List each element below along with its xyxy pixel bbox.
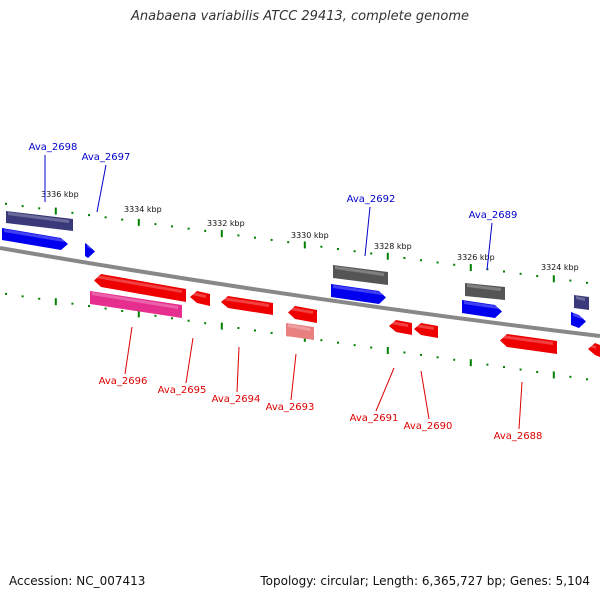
callout-line-ava_2695 bbox=[185, 337, 194, 384]
callout-line-ava_2693 bbox=[290, 353, 297, 401]
gene-box-ava-2698-shade bbox=[8, 212, 69, 223]
cds-arrow-ava-2692 bbox=[331, 284, 386, 304]
scale-tick-labels: 3336 kbp 3334 kbp 3332 kbp 3330 kbp 3328 kbp… bbox=[41, 190, 579, 272]
gene-box-edge bbox=[574, 295, 589, 310]
gene-label-ava_2698: Ava_2698 bbox=[29, 142, 78, 153]
cds-arrow-ava-2693-shade bbox=[290, 307, 313, 314]
cds-arrow-ava-2698 bbox=[2, 228, 68, 250]
cds-arrow-ava-2692-shade bbox=[333, 285, 382, 295]
callout-line-ava_2694 bbox=[236, 346, 240, 393]
scale-tick-label: 3332 kbp bbox=[207, 219, 245, 228]
gene-box-ava-2696 bbox=[90, 291, 182, 318]
scale-tick-label: 3328 kbp bbox=[374, 242, 412, 251]
gene-label-ava_2695: Ava_2695 bbox=[158, 385, 207, 396]
gene-label-ava_2693: Ava_2693 bbox=[266, 402, 315, 413]
cds-arrow-ava-2691-shade bbox=[391, 321, 408, 327]
gene-box-ava-2696-shade bbox=[92, 292, 178, 309]
gene-box-edge-shade bbox=[576, 296, 585, 301]
cds-arrow-ava-2691 bbox=[389, 320, 412, 335]
gene-box-ava-2693-shade bbox=[288, 324, 310, 331]
gene-label-ava_2697: Ava_2697 bbox=[82, 152, 131, 163]
gene-label-ava_2688: Ava_2688 bbox=[494, 431, 543, 442]
callout-line-ava_2689 bbox=[486, 222, 493, 271]
scale-tick-label: 3336 kbp bbox=[41, 190, 79, 199]
scale-tick-label: 3326 kbp bbox=[457, 253, 495, 262]
cds-arrow-edge-2 bbox=[588, 343, 600, 357]
gene-box-ava-2692-shade bbox=[335, 266, 384, 276]
gene-label-ava_2692: Ava_2692 bbox=[347, 194, 396, 205]
cds-arrow-ava-2694 bbox=[221, 296, 273, 315]
gene-box-ava-2689-shade bbox=[467, 284, 501, 291]
gene-label-ava_2694: Ava_2694 bbox=[212, 394, 261, 405]
cds-arrow-ava-2696 bbox=[94, 274, 186, 302]
genome-backbone bbox=[0, 246, 600, 338]
gene-label-ava_2689: Ava_2689 bbox=[469, 210, 518, 221]
cds-arrow-edge-shade bbox=[573, 313, 582, 319]
gene-label-ava_2691: Ava_2691 bbox=[350, 413, 399, 424]
cds-arrow-ava-2690 bbox=[414, 323, 438, 338]
gene-callouts: Ava_2698 Ava_2697 Ava_2692 Ava_2689 Ava_2696… bbox=[29, 142, 543, 442]
gene-features bbox=[2, 211, 600, 357]
genome-stats-text: Topology: circular; Length: 6,365,727 bp… bbox=[260, 574, 590, 588]
cds-arrow-ava-2694-shade bbox=[223, 297, 269, 307]
scale-tick-label: 3334 kbp bbox=[124, 205, 162, 214]
cds-arrow-edge bbox=[571, 312, 586, 328]
cds-arrow-ava-2697-shade bbox=[87, 244, 91, 249]
callout-line-ava_2690 bbox=[420, 370, 430, 420]
cds-arrow-ava-2690-shade bbox=[416, 324, 434, 330]
cds-arrow-ava-2689 bbox=[462, 300, 502, 318]
cds-arrow-ava-2695 bbox=[190, 291, 210, 306]
cds-arrow-ava-2698-shade bbox=[4, 229, 64, 242]
gene-box-ava-2693 bbox=[286, 323, 314, 340]
gene-label-ava_2696: Ava_2696 bbox=[99, 376, 148, 387]
callout-line-ava_2692 bbox=[364, 206, 371, 257]
cds-arrow-ava-2697 bbox=[85, 243, 95, 258]
callout-line-ava_2697 bbox=[96, 164, 107, 213]
cds-arrow-edge-2-shade bbox=[590, 344, 596, 349]
gene-box-ava-2689 bbox=[465, 283, 505, 300]
cds-arrow-ava-2689-shade bbox=[464, 301, 498, 309]
cds-arrow-ava-2688-shade bbox=[502, 335, 553, 345]
callout-line-ava_2696 bbox=[124, 326, 133, 375]
cds-arrow-ava-2688 bbox=[500, 334, 557, 354]
accession-text: Accession: NC_007413 bbox=[9, 574, 146, 588]
cds-arrow-ava-2693 bbox=[288, 306, 317, 323]
scale-tick-label: 3330 kbp bbox=[291, 231, 329, 240]
callout-line-ava_2691 bbox=[375, 367, 395, 412]
cds-arrow-ava-2696-shade bbox=[96, 275, 182, 293]
map-title: Anabaena variabilis ATCC 29413, complete… bbox=[131, 9, 469, 24]
cds-arrow-ava-2695-shade bbox=[192, 292, 206, 298]
gene-label-ava_2690: Ava_2690 bbox=[404, 421, 453, 432]
callout-line-ava_2688 bbox=[518, 381, 523, 430]
gene-box-ava-2698 bbox=[6, 211, 73, 231]
scale-tick-label: 3324 kbp bbox=[541, 263, 579, 272]
gene-box-ava-2692 bbox=[333, 265, 388, 285]
